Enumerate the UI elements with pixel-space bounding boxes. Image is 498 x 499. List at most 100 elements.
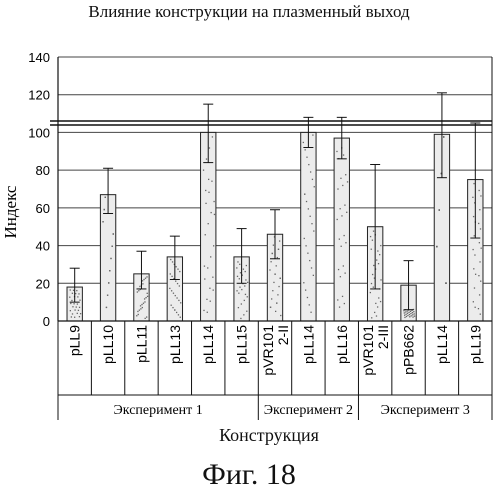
- bar-texture: [371, 317, 372, 318]
- bar: [334, 138, 349, 321]
- bar-texture: [405, 311, 406, 312]
- bar-texture: [74, 317, 75, 318]
- bar-texture: [239, 287, 240, 288]
- bar-texture: [102, 221, 103, 222]
- bar-texture: [106, 307, 107, 308]
- bar-texture: [270, 307, 271, 308]
- bar-texture: [179, 285, 180, 286]
- bar-texture: [272, 290, 273, 291]
- bar-texture: [212, 277, 213, 278]
- bar-texture: [239, 278, 240, 279]
- bar-texture: [474, 287, 475, 288]
- bar-texture: [69, 297, 70, 298]
- bar-texture: [244, 285, 245, 286]
- bar-texture: [113, 233, 114, 234]
- group-label: Эксперимент 1: [114, 403, 203, 418]
- bar-texture: [213, 289, 214, 290]
- bar-texture: [180, 302, 181, 303]
- bar-texture: [79, 316, 80, 317]
- bar-texture: [443, 136, 444, 137]
- bar-texture: [339, 208, 340, 209]
- x-tick-label-group: pVR1012-II: [260, 325, 291, 376]
- bar-texture: [404, 315, 405, 316]
- bar-texture: [212, 136, 213, 137]
- bar-texture: [377, 250, 378, 251]
- bar-texture: [305, 245, 306, 246]
- bar-texture: [70, 303, 71, 304]
- bar-texture: [206, 158, 207, 159]
- bar-texture: [311, 267, 312, 268]
- bar-texture: [147, 296, 148, 297]
- x-tick-label: pLL11: [133, 325, 149, 363]
- bar-texture: [337, 299, 338, 300]
- bar-texture: [73, 290, 74, 291]
- figure-caption: Фиг. 18: [0, 458, 498, 492]
- bar-texture: [410, 311, 411, 312]
- bar-texture: [280, 278, 281, 279]
- bar-texture: [205, 234, 206, 235]
- bar-texture: [207, 267, 208, 268]
- y-tick-label: 20: [36, 276, 50, 291]
- bar-texture: [380, 279, 381, 280]
- bar-texture: [343, 265, 344, 266]
- bar-texture: [236, 290, 237, 291]
- bar-texture: [370, 292, 371, 293]
- bar-texture: [339, 238, 340, 239]
- bar-texture: [274, 273, 275, 274]
- x-tick-label-group: pLL13: [167, 325, 183, 364]
- bar-texture: [273, 282, 274, 283]
- bar-texture: [309, 260, 310, 261]
- bar-texture: [373, 265, 374, 266]
- bar-texture: [208, 179, 209, 180]
- x-tick-label: pLL10: [100, 325, 116, 364]
- bar-texture: [310, 171, 311, 172]
- bar-texture: [245, 279, 246, 280]
- x-tick-label-group: pLL19: [467, 325, 483, 364]
- bar-texture: [147, 293, 148, 294]
- bar-texture: [375, 303, 376, 304]
- x-tick-label: pLL14: [300, 325, 316, 364]
- y-tick-label: 80: [36, 163, 50, 178]
- bar-texture: [474, 254, 475, 255]
- bar-texture: [240, 318, 241, 319]
- y-tick-label: 120: [28, 88, 50, 103]
- bar-texture: [204, 265, 205, 266]
- bar-texture: [171, 305, 172, 306]
- y-tick-labels: 020406080100120140: [28, 50, 50, 329]
- bar-texture: [336, 151, 337, 152]
- bar-texture: [313, 230, 314, 231]
- bar-texture: [71, 300, 72, 301]
- bar-texture: [177, 283, 178, 284]
- bar-texture: [238, 293, 239, 294]
- bar-texture: [308, 208, 309, 209]
- bar-texture: [404, 317, 405, 318]
- bar-texture: [341, 246, 342, 247]
- bar-texture: [339, 306, 340, 307]
- bar-texture: [275, 311, 276, 312]
- bar-texture: [243, 314, 244, 315]
- bar-texture: [343, 154, 344, 155]
- bar-texture: [478, 190, 479, 191]
- bar-texture: [239, 264, 240, 265]
- bar-texture: [75, 293, 76, 294]
- bar-texture: [345, 174, 346, 175]
- x-tick-label: pLL16: [334, 325, 350, 364]
- bar-texture: [211, 181, 212, 182]
- bar-texture: [378, 263, 379, 264]
- bar-texture: [180, 317, 181, 318]
- bar-texture: [173, 293, 174, 294]
- bar-texture: [378, 297, 379, 298]
- bar-texture: [370, 236, 371, 237]
- bar-texture: [305, 149, 306, 150]
- x-tick-label-group: pLL9: [67, 325, 83, 356]
- bar-texture: [310, 312, 311, 313]
- bar-texture: [405, 314, 406, 315]
- x-tick-label-group: pVR1012-III: [360, 325, 391, 376]
- x-tick-label: pVR101: [260, 325, 276, 376]
- bar-texture: [107, 295, 108, 296]
- bar-texture: [146, 316, 147, 317]
- bar-texture: [205, 203, 206, 204]
- bar-texture: [104, 209, 105, 210]
- bar-texture: [341, 215, 342, 216]
- bar-texture: [78, 293, 79, 294]
